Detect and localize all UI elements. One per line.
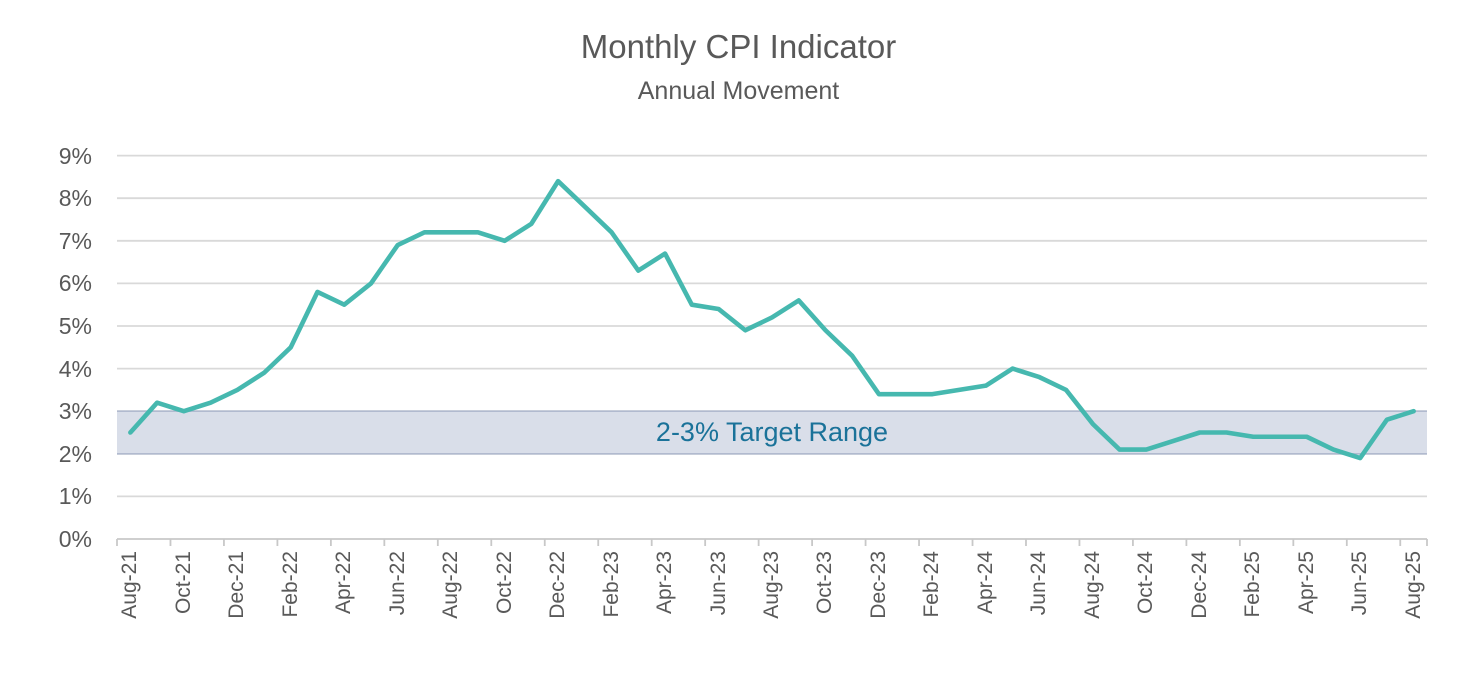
y-axis-label: 9%	[58, 142, 92, 169]
x-axis-label: Oct-22	[492, 551, 516, 615]
cpi-line-series	[128, 178, 1416, 461]
x-axis-label: Oct-21	[171, 551, 195, 615]
x-axis-label: Apr-23	[653, 551, 677, 615]
chart-bg-layer	[116, 154, 1428, 546]
x-axis-label: Jun-22	[385, 551, 409, 616]
y-axis-label: 7%	[58, 227, 92, 254]
x-axis-label: Dec-22	[546, 551, 570, 619]
chart-title: Monthly CPI Indicator	[580, 28, 897, 65]
x-axis-label: Apr-24	[973, 551, 997, 615]
y-axis-label: 3%	[58, 398, 92, 425]
target-range-label: 2-3% Target Range	[656, 417, 888, 447]
x-axis-label: Feb-22	[278, 551, 302, 618]
y-axis-label: 8%	[58, 185, 92, 212]
x-axis-label: Feb-25	[1241, 551, 1265, 618]
x-axis-label: Aug-22	[439, 551, 463, 619]
chart-subtitle: Annual Movement	[637, 77, 840, 105]
x-axis-label: Dec-21	[225, 551, 249, 619]
x-axis-label: Apr-25	[1294, 551, 1318, 615]
x-axis-label: Aug-25	[1401, 551, 1425, 619]
x-axis-label: Oct-24	[1134, 551, 1158, 615]
y-axis-label: 6%	[58, 270, 92, 297]
x-axis-label: Feb-24	[920, 551, 944, 618]
x-axis-label: Aug-24	[1080, 551, 1104, 619]
x-axis-label: Feb-23	[599, 551, 623, 618]
x-axis-label: Aug-21	[118, 551, 142, 619]
x-axis-label: Jun-23	[706, 551, 730, 616]
x-axis-label: Apr-22	[332, 551, 356, 615]
y-axis-label: 0%	[58, 526, 92, 552]
x-axis-label: Aug-23	[760, 551, 783, 619]
x-axis-label: Jun-25	[1348, 551, 1372, 616]
x-axis-label: Dec-23	[866, 551, 890, 619]
chart-line-layer	[128, 178, 1416, 461]
x-axis-label: Jun-24	[1027, 551, 1051, 616]
y-axis-label: 5%	[58, 313, 92, 339]
y-axis-label: 2%	[58, 440, 92, 467]
y-axis-label: 4%	[58, 355, 92, 382]
x-axis-label: Dec-24	[1187, 551, 1211, 619]
y-axis-label: 1%	[58, 483, 92, 510]
x-axis-label: Oct-23	[813, 551, 837, 615]
